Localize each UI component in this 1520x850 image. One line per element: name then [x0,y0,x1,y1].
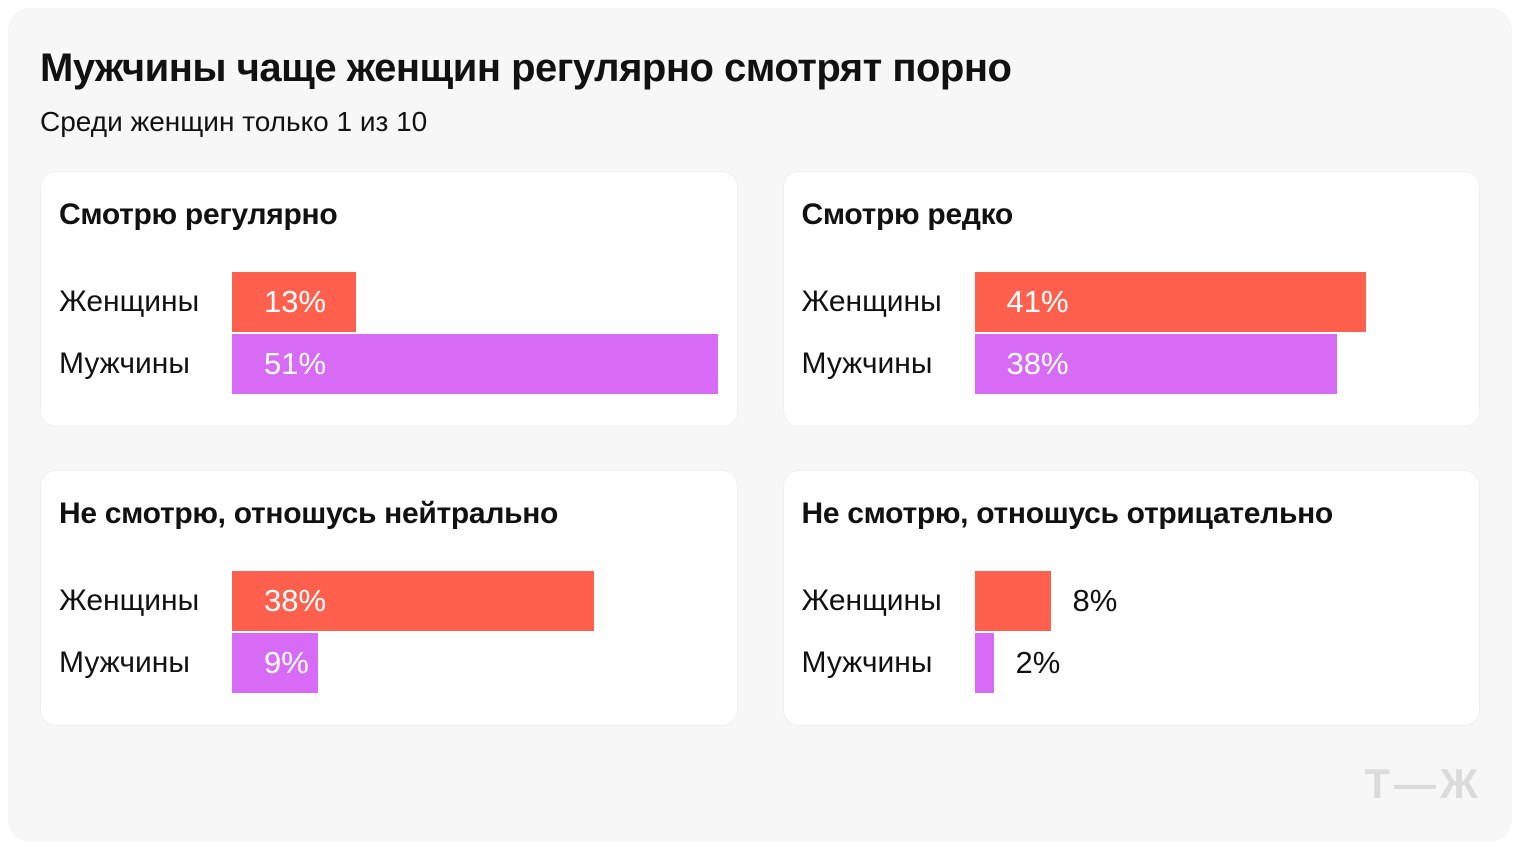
card-title: Не смотрю, отношусь отрицательно [801,497,1334,530]
bar-women: 8% [974,571,1117,631]
bar-track: 38% [232,571,717,631]
bar-value-label: 8% [1072,583,1118,618]
category-label-women: Женщины [801,584,942,617]
category-label-men: Мужчины [801,646,933,679]
card-watch-regularly: Смотрю регулярно Женщины 13% Мужчины 51% [40,171,738,427]
bar-value-label: 2% [1015,645,1061,680]
bar-track: 51% [232,334,718,394]
category-label-men: Мужчины [801,347,933,380]
category-label-women: Женщины [59,584,200,617]
bar-rows: Женщины 8% Мужчины 2% [802,571,1460,693]
infographic-panel: Мужчины чаще женщин регулярно смотрят по… [8,8,1512,842]
card-title: Не смотрю, отношусь нейтрально [59,497,559,530]
bar-rows: Женщины 38% Мужчины 9% [59,571,717,693]
card-dont-watch-negative: Не смотрю, отношусь отрицательно Женщины… [782,470,1480,726]
bar-row: Мужчины 9% [59,633,717,693]
bar-rows: Женщины 13% Мужчины 51% [59,272,718,394]
cards-grid: Смотрю регулярно Женщины 13% Мужчины 51% [40,171,1480,726]
bar-track: 13% [232,272,717,332]
bar-row: Женщины 41% [802,272,1460,332]
bar-value-label: 38% [1006,346,1069,381]
bar-women: 41% [974,272,1366,332]
category-label-women: Женщины [801,285,942,318]
bar-women: 13% [232,272,356,332]
bar-men: 2% [974,633,1060,693]
card-watch-rarely: Смотрю редко Женщины 41% Мужчины 38% [782,171,1480,427]
bar-value-label: 41% [1006,284,1069,319]
bar-men: 9% [232,633,318,693]
bar-value-label: 13% [264,284,327,319]
bar-row: Мужчины 38% [802,334,1460,394]
page-subtitle: Среди женщин только 1 из 10 [40,106,428,137]
card-title: Смотрю регулярно [59,198,338,231]
category-label-men: Мужчины [59,646,190,679]
bar-row: Женщины 8% [802,571,1460,631]
card-dont-watch-neutral: Не смотрю, отношусь нейтрально Женщины 3… [40,470,738,726]
bar-row: Женщины 38% [59,571,717,631]
category-label-women: Женщины [59,285,200,318]
page-title: Мужчины чаще женщин регулярно смотрят по… [40,46,1012,90]
bar-row: Женщины 13% [59,272,717,332]
bar-track: 41% [974,272,1460,332]
bar-men: 51% [232,334,718,394]
bar-track: 38% [974,334,1460,394]
tzh-logo: Т—Ж [1364,760,1482,807]
bar-row: Мужчины 2% [802,633,1460,693]
bar-value-label: 38% [264,583,327,618]
bar-men: 38% [974,334,1337,394]
bar-row: Мужчины 51% [59,334,718,394]
bar-rows: Женщины 41% Мужчины 38% [802,272,1460,394]
bar-track: 9% [232,633,717,693]
bar-track: 8% [974,571,1460,631]
bar-track: 2% [974,633,1460,693]
bar-value-label: 51% [264,346,327,381]
card-title: Смотрю редко [801,198,1014,231]
bar-value-label: 9% [264,645,309,680]
category-label-men: Мужчины [59,347,190,380]
bar-women: 38% [232,571,594,631]
